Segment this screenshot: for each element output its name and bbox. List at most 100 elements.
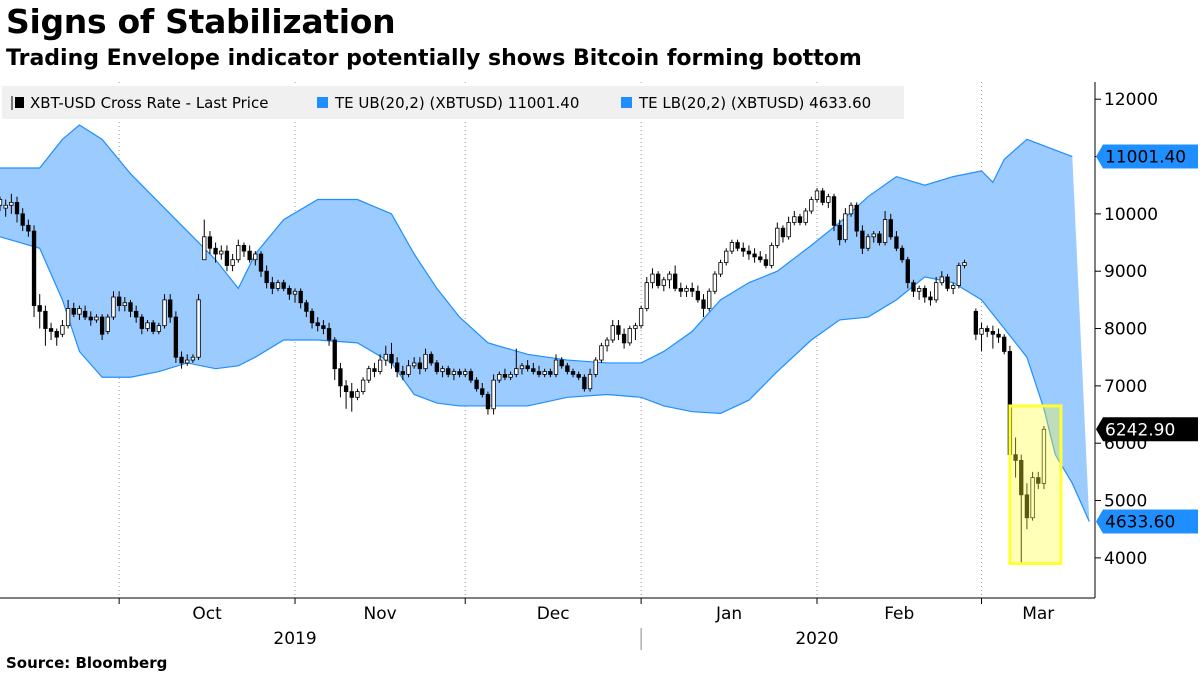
- candle: [1041, 426, 1047, 490]
- candle: [343, 380, 349, 409]
- y-tick-label: 5000: [1104, 492, 1147, 512]
- candle: [122, 297, 127, 312]
- candle-body: [1036, 477, 1041, 484]
- candle: [582, 374, 587, 392]
- candle-body: [213, 247, 218, 255]
- candle: [587, 368, 593, 392]
- x-tick-label: Nov: [364, 604, 397, 624]
- chart-subtitle: Trading Envelope indicator potentially s…: [6, 46, 862, 71]
- upper-band-line: [0, 124, 1073, 364]
- candle-body: [207, 236, 213, 249]
- candle: [139, 314, 144, 335]
- candle-body: [593, 359, 598, 375]
- candlestick-icon-body: [15, 97, 24, 108]
- candle: [451, 368, 457, 381]
- candle-body: [457, 371, 462, 375]
- candle-body: [797, 216, 803, 223]
- x-tick-label: Oct: [192, 604, 222, 624]
- candle-body: [111, 296, 116, 318]
- candle: [599, 342, 604, 363]
- candle-body: [735, 242, 740, 249]
- candle: [690, 282, 695, 297]
- candle-body: [43, 310, 48, 329]
- y-tick-label: 8000: [1104, 320, 1147, 340]
- candle-body: [655, 273, 661, 286]
- candle-body: [451, 371, 457, 375]
- candle: [525, 360, 530, 372]
- candle: [814, 188, 820, 203]
- candle: [803, 208, 808, 226]
- candle-body: [814, 190, 820, 200]
- candle-body: [582, 376, 587, 390]
- candle: [542, 368, 547, 378]
- candle-body: [553, 359, 559, 375]
- candle: [20, 208, 25, 232]
- candle-body: [360, 379, 366, 392]
- candle-body: [185, 359, 190, 364]
- candle: [604, 337, 610, 352]
- candle-body: [576, 373, 581, 378]
- candle: [377, 354, 383, 375]
- lower-band-line: [0, 236, 1090, 522]
- candle-body: [826, 196, 831, 203]
- candle-body: [173, 316, 179, 358]
- candle: [446, 365, 451, 378]
- candle: [287, 285, 292, 300]
- candle: [1002, 334, 1007, 355]
- candle-body: [417, 362, 423, 370]
- highlight-rect: [1008, 404, 1063, 566]
- candle-body: [945, 276, 950, 289]
- candle-body: [616, 325, 621, 335]
- candle: [718, 259, 723, 277]
- candle: [321, 319, 326, 335]
- x-tick-label: Mar: [1022, 604, 1054, 624]
- candle-body: [0, 199, 3, 206]
- candle-body: [77, 308, 82, 315]
- candle: [536, 365, 542, 378]
- candle: [826, 193, 831, 209]
- candle-body: [128, 302, 133, 312]
- candle: [207, 231, 213, 254]
- candle-body: [809, 199, 814, 212]
- candle-body: [638, 308, 644, 327]
- candle-body: [412, 362, 417, 367]
- candle: [383, 345, 388, 366]
- candle-body: [423, 353, 428, 370]
- candle: [406, 360, 411, 378]
- candle: [43, 305, 48, 346]
- candle-body: [724, 250, 729, 263]
- axes: 400050006000700080009000100001100012000O…: [0, 82, 1158, 650]
- candle-body: [746, 250, 752, 255]
- candle-body: [928, 296, 933, 301]
- candle: [491, 374, 496, 415]
- envelope-area: [0, 125, 1090, 522]
- candle-body: [26, 224, 31, 232]
- candle: [99, 314, 105, 340]
- candle: [440, 365, 445, 378]
- candle-body: [190, 356, 196, 361]
- candle: [270, 276, 275, 295]
- candle-body: [275, 282, 281, 289]
- candle: [224, 245, 230, 272]
- candle-body: [1002, 336, 1007, 352]
- legend-label: XBT-USD Cross Rate - Last Price: [30, 94, 268, 112]
- candle-body: [871, 233, 876, 238]
- candle-body: [621, 333, 627, 344]
- year-label: 2020: [795, 629, 838, 649]
- candle: [724, 248, 729, 266]
- candle: [179, 351, 184, 369]
- candle-body: [627, 328, 632, 344]
- candle-body: [962, 262, 967, 266]
- candle-body: [14, 201, 20, 215]
- candle-body: [54, 330, 59, 338]
- candle-body: [559, 359, 564, 367]
- candle-body: [894, 236, 899, 249]
- candle-body: [769, 244, 774, 266]
- candle: [894, 231, 899, 252]
- candle: [707, 288, 712, 312]
- candle-body: [463, 371, 468, 375]
- candle-body: [497, 373, 502, 381]
- candle-body: [502, 373, 508, 378]
- candle: [332, 337, 337, 381]
- candle-body: [848, 204, 854, 215]
